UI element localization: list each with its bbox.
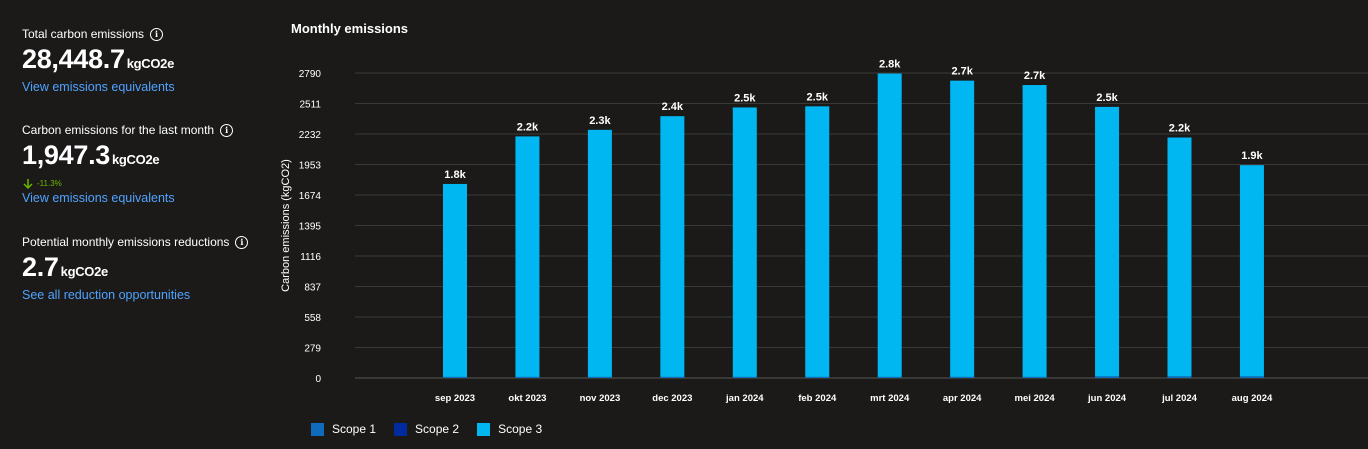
kpi-title: Total carbon emissions i — [22, 26, 175, 42]
x-tick-label: okt 2023 — [508, 393, 546, 404]
legend-swatch — [311, 422, 324, 436]
data-label: 2.4k — [662, 101, 684, 113]
y-tick-label: 0 — [315, 374, 321, 385]
y-axis-label: Carbon emissions (kgCO2) — [280, 159, 292, 292]
y-tick-label: 2511 — [299, 100, 321, 111]
y-tick-label: 558 — [304, 313, 321, 324]
chart-legend: Scope 1 Scope 2 Scope 3 — [311, 422, 542, 436]
y-tick-label: 1674 — [299, 191, 322, 202]
legend-item-scope-1[interactable]: Scope 1 — [311, 422, 376, 436]
x-tick-label: feb 2024 — [798, 393, 837, 404]
see-all-reduction-opportunities-link[interactable]: See all reduction opportunities — [22, 288, 191, 302]
x-tick-label: apr 2024 — [943, 393, 982, 404]
data-label: 2.7k — [951, 66, 973, 78]
bar-scope-3[interactable] — [1095, 106, 1120, 377]
info-icon[interactable]: i — [220, 123, 234, 137]
legend-label: Scope 3 — [498, 422, 543, 436]
kpi-value: 28,448.7 kgCO2e — [22, 44, 175, 79]
y-tick-label: 1116 — [300, 252, 321, 263]
x-tick-label: aug 2024 — [1232, 393, 1273, 404]
bar-scope-3[interactable] — [1239, 165, 1264, 377]
bar-scope-1[interactable] — [877, 376, 902, 378]
kpi-unit: kgCO2e — [111, 152, 160, 167]
x-tick-label: sep 2023 — [435, 393, 475, 404]
bar-scope-1[interactable] — [805, 376, 830, 378]
kpi-title-text: Carbon emissions for the last month — [22, 123, 215, 137]
data-label: 2.5k — [734, 92, 756, 104]
kpi-value-number: 2.7 — [22, 252, 59, 282]
kpi-unit: kgCO2e — [60, 264, 109, 279]
bar-scope-3[interactable] — [950, 80, 975, 377]
kpi-title: Carbon emissions for the last month i — [22, 122, 234, 138]
data-label: 2.2k — [1169, 122, 1191, 134]
y-tick-label: 2790 — [299, 69, 322, 80]
y-tick-label: 2232 — [299, 130, 322, 141]
legend-swatch — [477, 422, 491, 436]
x-tick-label: jul 2024 — [1161, 393, 1198, 404]
info-icon[interactable]: i — [150, 27, 164, 41]
arrow-down-icon — [23, 178, 33, 189]
chart-title: Monthly emissions — [291, 21, 409, 36]
bar-scope-3[interactable] — [877, 73, 902, 377]
bar-scope-3[interactable] — [1167, 137, 1192, 377]
data-label: 1.9k — [1241, 150, 1263, 162]
delta-value: -11.3% — [37, 179, 62, 188]
x-tick-label: nov 2023 — [580, 393, 621, 404]
bar-scope-3[interactable] — [1022, 85, 1047, 377]
bar-scope-3[interactable] — [732, 107, 757, 377]
data-label: 2.5k — [1096, 92, 1118, 104]
bar-scope-3[interactable] — [805, 106, 830, 377]
kpi-value-number: 28,448.7 — [22, 44, 125, 74]
kpi-title: Potential monthly emissions reductions i — [22, 234, 249, 250]
y-tick-label: 279 — [304, 344, 321, 355]
x-tick-label: jan 2024 — [725, 393, 764, 404]
bar-scope-1[interactable] — [1167, 376, 1192, 378]
x-tick-label: mei 2024 — [1015, 393, 1056, 404]
x-tick-label: dec 2023 — [652, 393, 692, 404]
kpi-value: 1,947.3 kgCO2e — [22, 140, 233, 175]
view-emissions-equivalents-link[interactable]: View emissions equivalents — [22, 191, 175, 205]
x-tick-label: mrt 2024 — [870, 393, 910, 404]
data-label: 2.5k — [807, 91, 829, 103]
bar-scope-3[interactable] — [587, 129, 612, 377]
bar-scope-1[interactable] — [1239, 376, 1264, 378]
bar-scope-1[interactable] — [587, 376, 612, 378]
y-tick-label: 1395 — [299, 222, 322, 233]
kpi-value-number: 1,947.3 — [22, 140, 110, 170]
bar-scope-3[interactable] — [660, 116, 685, 377]
legend-label: Scope 1 — [332, 422, 377, 436]
legend-item-scope-2[interactable]: Scope 2 — [394, 422, 459, 436]
data-label: 2.3k — [589, 115, 611, 127]
data-label: 2.7k — [1024, 70, 1046, 82]
kpi-total-emissions: Total carbon emissions i 28,448.7 kgCO2e … — [22, 26, 175, 95]
bar-scope-1[interactable] — [732, 376, 757, 378]
bar-scope-3[interactable] — [443, 183, 467, 377]
data-label: 1.8k — [444, 169, 466, 181]
kpi-potential-reductions: Potential monthly emissions reductions i… — [22, 234, 249, 303]
bar-scope-3[interactable] — [515, 136, 540, 377]
y-tick-label: 837 — [304, 283, 321, 294]
legend-label: Scope 2 — [415, 422, 460, 436]
legend-item-scope-3[interactable]: Scope 3 — [477, 422, 542, 436]
data-label: 2.2k — [517, 121, 539, 133]
x-tick-label: jun 2024 — [1087, 393, 1127, 404]
kpi-title-text: Potential monthly emissions reductions — [22, 235, 230, 249]
data-label: 2.8k — [879, 59, 901, 71]
bar-scope-1[interactable] — [950, 376, 975, 378]
bar-scope-1[interactable] — [515, 376, 540, 378]
delta-indicator: -11.3% — [22, 177, 233, 190]
y-tick-label: 1953 — [299, 161, 322, 172]
info-icon[interactable]: i — [235, 235, 249, 249]
bar-scope-1[interactable] — [443, 376, 467, 378]
kpi-last-month-emissions: Carbon emissions for the last month i 1,… — [22, 122, 234, 206]
bar-scope-1[interactable] — [1095, 376, 1120, 378]
bar-scope-1[interactable] — [1022, 376, 1047, 378]
view-emissions-equivalents-link[interactable]: View emissions equivalents — [22, 80, 175, 94]
monthly-emissions-chart: 0 279 558 837 1116 1395 1674 1953 2232 2511 2790 Ca… — [280, 59, 1368, 404]
bar-scope-1[interactable] — [660, 376, 685, 378]
kpi-value: 2.7 kgCO2e — [22, 252, 248, 287]
kpi-title-text: Total carbon emissions — [22, 27, 145, 41]
legend-swatch — [394, 422, 408, 436]
kpi-unit: kgCO2e — [126, 56, 175, 71]
